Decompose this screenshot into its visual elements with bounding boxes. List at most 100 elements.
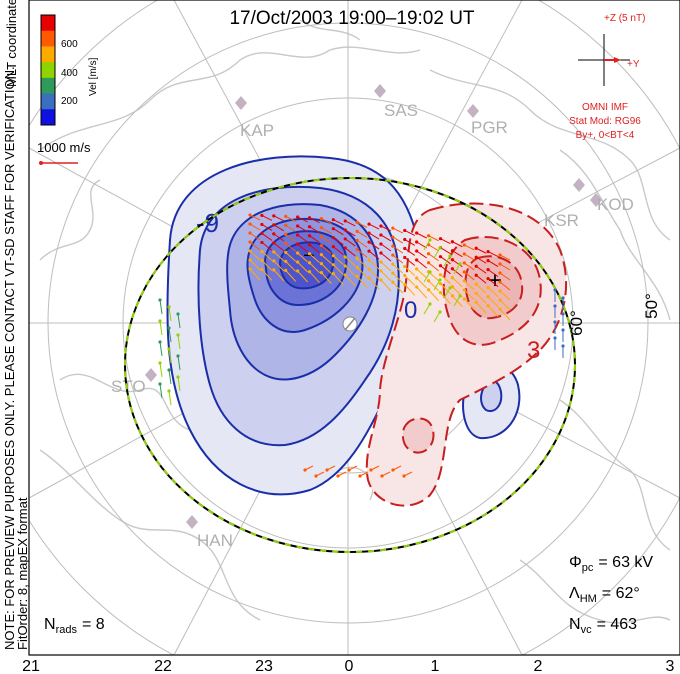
velocity-vector (428, 235, 439, 242)
velocity-colorbar: 600 400 200 Vel [m/s] (40, 14, 99, 126)
velocity-vector-origin (553, 304, 557, 308)
velocity-vector-origin (438, 291, 443, 295)
velocity-vector-origin (379, 233, 383, 237)
velocity-vector (499, 254, 511, 261)
velocity-vector-origin (303, 468, 307, 472)
velocity-vector (321, 245, 332, 255)
velocity-vector-origin (450, 294, 454, 298)
velocity-vector-origin (314, 474, 318, 478)
velocity-vector-origin (176, 333, 180, 337)
velocity-vector-origin (307, 216, 312, 220)
velocity-vector-origin (379, 242, 383, 246)
velocity-vector (168, 348, 172, 364)
mlt-coordinates-note: MLT coordinates (4, 0, 19, 87)
velocity-vector-origin (403, 264, 407, 269)
velocity-vector-origin (336, 474, 340, 478)
velocity-vector-origin (450, 276, 454, 280)
velocity-vector (309, 226, 320, 234)
velocity-vector (261, 223, 273, 231)
velocity-vector-origin (379, 260, 383, 264)
station-ksr: KSR (544, 211, 579, 230)
velocity-vector (463, 298, 475, 311)
stat-n-vc: Nvc = 463 (569, 616, 637, 636)
velocity-vector-origin (272, 214, 276, 218)
velocity-vector (392, 236, 404, 244)
velocity-vector-origin (260, 231, 264, 236)
statistics-block: Φpc = 63 kV ΛHM = 62° Nvc = 463 Nrads = 8 (44, 554, 653, 636)
velocity-vector (273, 224, 285, 232)
imf-y-label: +Y (627, 59, 640, 70)
velocity-vector-origin (319, 235, 324, 239)
velocity-vector-origin (331, 263, 335, 267)
velocity-vector (356, 230, 368, 238)
velocity-vector (404, 239, 416, 246)
velocity-vector-origin (248, 240, 252, 244)
velocity-vector-origin (379, 251, 383, 255)
velocity-vector-origin (355, 220, 359, 224)
velocity-vector-origin (448, 286, 452, 290)
velocity-vector-origin (296, 233, 300, 237)
velocity-vector-origin (284, 250, 288, 254)
mlt-tick-22: 22 (154, 658, 172, 674)
velocity-vector-origin (391, 280, 395, 284)
velocity-vector (344, 247, 356, 257)
velocity-vector-origin (296, 224, 300, 228)
velocity-vector (380, 225, 392, 232)
velocity-vector (416, 259, 427, 269)
velocity-vector (261, 214, 273, 221)
velocity-vector (368, 268, 380, 280)
imf-dial: +Z (5 nT) +Y OMNI IMF Stat Mod: RG96 By+… (569, 13, 645, 141)
velocity-vector-origin (307, 270, 312, 274)
velocity-vector (499, 281, 511, 291)
velocity-vector-origin (343, 255, 347, 259)
velocity-vector-origin (248, 213, 252, 217)
stat-n-rads: Nrads = 8 (44, 616, 105, 636)
velocity-vector (404, 266, 416, 276)
velocity-vector (177, 313, 181, 329)
imf-z-label: +Z (5 nT) (604, 13, 645, 24)
velocity-vector (452, 259, 463, 268)
velocity-vector-origin (438, 310, 442, 314)
velocity-vector-origin (296, 251, 300, 255)
velocity-vector (433, 247, 441, 259)
velocity-vector (297, 225, 308, 233)
velocity-vector-origin (167, 326, 171, 330)
velocity-vector (453, 295, 461, 307)
velocity-vector-origin (438, 278, 442, 282)
colorbar-tick-600: 600 (61, 39, 78, 50)
colorbar-band (41, 109, 55, 126)
velocity-vector (309, 262, 320, 274)
velocity-vector-origin (331, 218, 335, 222)
colorbar-tick-400: 400 (61, 68, 78, 79)
velocity-vector (440, 265, 451, 275)
velocity-vector-origin (486, 250, 490, 254)
velocity-vector-origin (415, 285, 419, 289)
velocity-vector-origin (272, 259, 276, 263)
velocity-vector (321, 218, 332, 225)
latitude-label-60: 60° (567, 310, 586, 336)
velocity-vector (440, 283, 451, 295)
velocity-vector-origin (319, 271, 324, 275)
velocity-vector (464, 244, 475, 251)
colorbar-band (41, 93, 55, 110)
velocity-vector-origin (158, 319, 162, 323)
velocity-vector-origin (167, 347, 171, 351)
velocity-vector (475, 265, 487, 274)
velocity-vector (344, 229, 356, 237)
velocity-vector (428, 262, 439, 272)
velocity-vector (332, 255, 344, 266)
contour-label-pos: 3 (527, 337, 540, 364)
contour-label-zero: 0 (404, 297, 417, 324)
velocity-vector (333, 246, 344, 256)
velocity-vector (440, 274, 451, 285)
velocity-vector-origin (561, 296, 565, 300)
velocity-vector-origin (426, 234, 431, 238)
velocity-vector-origin (403, 237, 407, 242)
velocity-vector (309, 217, 320, 224)
velocity-vector (428, 253, 439, 262)
velocity-vector-origin (474, 282, 478, 286)
velocity-vector-origin (355, 229, 359, 233)
velocity-vector-origin (284, 268, 288, 272)
velocity-vector-origin (462, 252, 466, 256)
velocity-vector (487, 260, 499, 268)
